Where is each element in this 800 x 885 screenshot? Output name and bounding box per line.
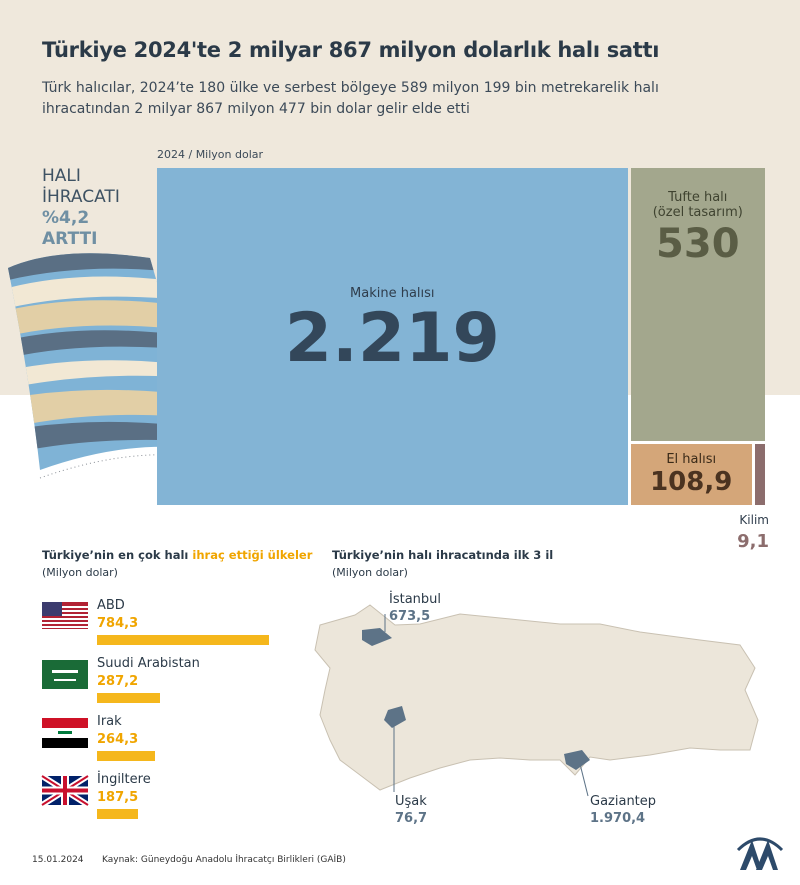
bar-category: Suudi Arabistan	[97, 656, 200, 671]
bar-value-label: 264,3	[97, 732, 139, 747]
flag-iraq	[42, 718, 88, 748]
treemap-value: 9,1	[737, 531, 769, 552]
turkey-map	[314, 604, 759, 797]
treemap-label: El halısı	[666, 452, 717, 468]
bar	[97, 751, 155, 761]
logo	[736, 837, 784, 870]
map-title: Türkiye’nin halı ihracatında ilk 3 il	[332, 548, 554, 562]
treemap-cell	[754, 444, 765, 505]
province-name: Gaziantep	[590, 794, 657, 809]
treemap-value: 530	[656, 221, 740, 267]
bar-value-label: 784,3	[97, 616, 139, 631]
treemap-cell: El halısı 108,9	[630, 444, 752, 505]
treemap-label: Kilim	[739, 513, 769, 527]
treemap-subtitle: 2024 / Milyon dolar	[157, 148, 264, 161]
bar	[97, 635, 269, 645]
side-line: HALI	[42, 166, 81, 186]
province-name: Uşak	[395, 794, 427, 809]
province-name: İstanbul	[389, 592, 442, 607]
source: Kaynak: Güneydoğu Anadolu İhracatçı Birl…	[102, 855, 346, 865]
treemap-cell: Tufte halı (özel tasarım) 530	[630, 168, 765, 442]
bar-title: Türkiye’nin en çok halı ihraç ettiği ülk…	[42, 548, 312, 562]
bar-category: ABD	[97, 598, 125, 613]
treemap-value: 2.219	[284, 299, 500, 378]
bar	[97, 809, 139, 819]
side-line: %4,2	[42, 208, 90, 228]
map-subtitle: (Milyon dolar)	[332, 566, 408, 579]
subtitle: Türk halıcılar, 2024’te 180 ülke ve serb…	[42, 80, 659, 117]
province-value: 673,5	[389, 609, 431, 624]
bar-subtitle: (Milyon dolar)	[42, 566, 118, 579]
bar-value-label: 187,5	[97, 790, 139, 805]
flag-saudi	[42, 660, 88, 689]
flag-usa	[42, 602, 88, 629]
bar-title-part: Türkiye’nin en çok halı	[42, 548, 193, 562]
bar-category: İngiltere	[97, 772, 151, 787]
province-value: 1.970,4	[590, 811, 646, 826]
province-value: 76,7	[395, 811, 428, 826]
bar	[97, 693, 160, 703]
bar-category: Irak	[97, 714, 122, 729]
title: Türkiye 2024'te 2 milyar 867 milyon dola…	[42, 38, 660, 62]
date: 15.01.2024	[32, 855, 84, 865]
treemap-label: Tufte halı (özel tasarım)	[652, 190, 743, 220]
side-line: ARTTI	[42, 229, 98, 249]
treemap-label: Makine halısı	[350, 286, 435, 301]
treemap-cell: Makine halısı 2.219	[157, 168, 628, 505]
bar-value-label: 287,2	[97, 674, 139, 689]
bar-title-highlight: ihraç ettiği ülkeler	[192, 548, 313, 562]
flag-uk	[40, 773, 90, 808]
side-note: HALI İHRACATI %4,2 ARTTI	[42, 166, 120, 250]
side-line: İHRACATI	[42, 187, 120, 207]
treemap-value: 108,9	[650, 467, 733, 498]
